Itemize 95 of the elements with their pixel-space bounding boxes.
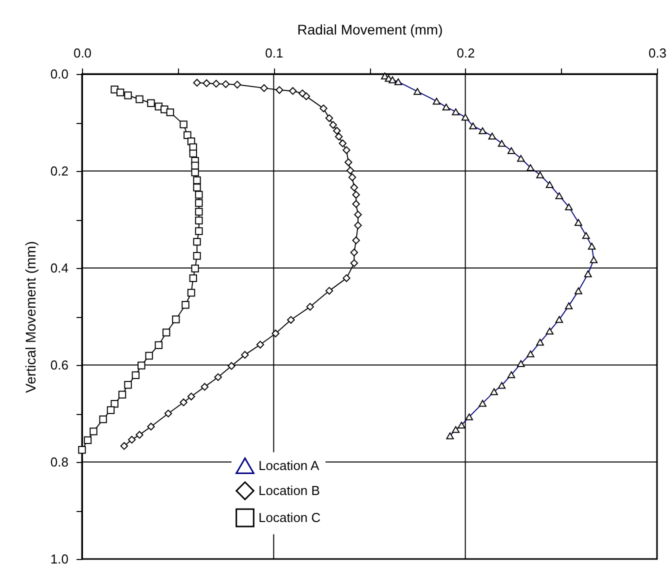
point xyxy=(333,126,341,135)
point xyxy=(154,341,163,349)
legend-label: Location B xyxy=(258,482,320,498)
point xyxy=(128,436,136,444)
x-tick-label: 0.3 xyxy=(648,46,667,60)
point xyxy=(106,406,115,414)
legend-label: Location A xyxy=(258,458,320,473)
point xyxy=(110,400,118,408)
point xyxy=(214,373,222,381)
point xyxy=(354,221,362,230)
point xyxy=(195,199,203,207)
point xyxy=(338,140,347,148)
y-tick-label: 0.0 xyxy=(50,66,68,82)
point xyxy=(189,150,198,158)
point xyxy=(172,316,180,324)
point xyxy=(348,173,356,182)
point xyxy=(222,80,230,88)
point xyxy=(99,415,107,424)
point xyxy=(116,88,124,96)
point xyxy=(306,302,314,311)
point xyxy=(182,301,190,309)
point xyxy=(193,176,201,184)
legend-label: Location C xyxy=(258,510,321,525)
point xyxy=(162,328,170,336)
point xyxy=(346,166,354,174)
point xyxy=(90,428,98,436)
point xyxy=(136,430,144,439)
x-tick-label: 0.1 xyxy=(265,46,284,60)
point xyxy=(84,436,92,444)
point xyxy=(202,79,210,88)
point xyxy=(166,108,174,116)
y-tick-label: 0.4 xyxy=(50,260,68,276)
x-tick-label: 0.0 xyxy=(73,46,92,60)
point xyxy=(325,114,334,122)
point xyxy=(132,371,140,380)
point xyxy=(334,132,343,140)
y-tick-label: 1.0 xyxy=(50,552,68,566)
point xyxy=(195,227,203,235)
point xyxy=(164,410,172,418)
point xyxy=(350,184,358,192)
point xyxy=(180,120,188,128)
point xyxy=(350,259,358,268)
point xyxy=(320,104,328,112)
point xyxy=(195,216,203,224)
y-tick-label: 0.6 xyxy=(50,358,68,372)
point xyxy=(180,398,188,406)
point xyxy=(193,184,201,192)
point xyxy=(287,316,295,324)
point xyxy=(350,248,358,256)
point xyxy=(272,330,280,338)
point xyxy=(191,168,199,176)
point xyxy=(325,286,334,295)
point xyxy=(342,274,350,282)
point xyxy=(288,87,297,95)
point xyxy=(124,381,132,389)
point xyxy=(276,86,284,94)
x-axis-title: Radial Movement (mm) xyxy=(297,22,443,38)
point xyxy=(354,210,362,219)
point xyxy=(228,362,236,370)
point xyxy=(193,78,201,87)
point xyxy=(147,422,155,430)
point xyxy=(145,352,153,360)
point xyxy=(184,131,192,139)
point xyxy=(200,382,209,391)
point xyxy=(118,390,126,398)
point xyxy=(329,121,337,129)
x-tick-label: 0.2 xyxy=(456,46,475,60)
point xyxy=(191,264,199,272)
point xyxy=(124,91,132,100)
point xyxy=(342,146,350,154)
point xyxy=(136,95,144,104)
point xyxy=(138,362,146,370)
point xyxy=(352,236,360,244)
point xyxy=(120,442,128,450)
y-tick-label: 0.2 xyxy=(50,164,68,178)
point xyxy=(302,92,310,100)
point xyxy=(352,200,360,208)
y-axis-title: Vertical Movement (mm) xyxy=(22,241,38,393)
point xyxy=(147,99,155,107)
point xyxy=(256,340,264,348)
point xyxy=(189,274,198,282)
point xyxy=(344,158,352,166)
point xyxy=(195,190,203,199)
point xyxy=(260,84,268,92)
point xyxy=(195,208,203,216)
point xyxy=(78,446,86,454)
point xyxy=(187,392,196,400)
point xyxy=(241,350,249,359)
point xyxy=(233,80,242,89)
point xyxy=(193,252,201,260)
y-tick-label: 0.8 xyxy=(50,454,68,470)
point xyxy=(187,288,196,297)
point xyxy=(352,190,360,199)
point xyxy=(212,80,220,88)
point xyxy=(193,238,201,246)
